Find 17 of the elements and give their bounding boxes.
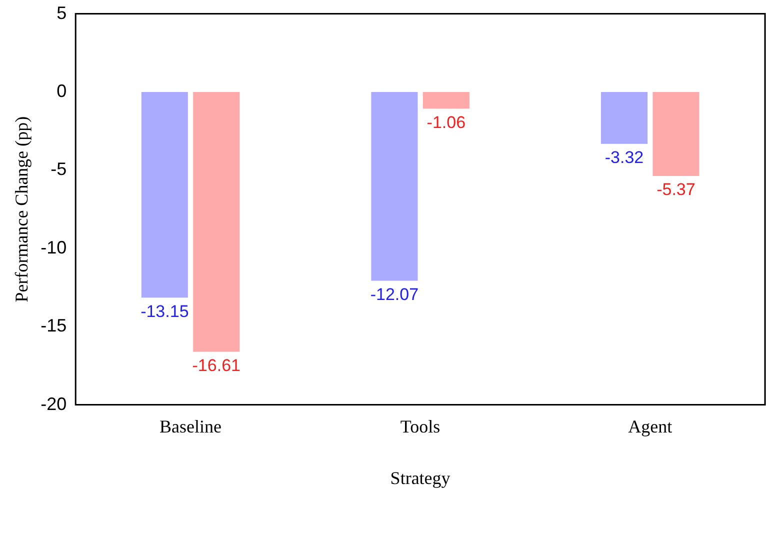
y-tick-label: -15 <box>40 316 67 336</box>
y-tick-label: 0 <box>56 80 67 101</box>
y-tick-label: -10 <box>40 237 67 258</box>
y-tick-label: -5 <box>50 159 67 180</box>
y-tick-label: -20 <box>40 394 67 414</box>
y-axis-title: Performance Change (pp) <box>12 116 32 302</box>
x-tick-label: Tools <box>400 416 440 436</box>
y-tick-label: 5 <box>56 2 67 23</box>
x-axis-title: Strategy <box>390 468 450 488</box>
data-label: -12.07 <box>370 284 419 304</box>
data-label: -1.06 <box>426 112 466 132</box>
x-tick-label: Baseline <box>160 416 222 436</box>
data-label: -3.32 <box>604 148 644 168</box>
data-label: -13.15 <box>140 302 189 321</box>
x-tick-label: Agent <box>628 416 672 436</box>
data-label: -16.61 <box>192 356 240 375</box>
data-label: -5.37 <box>656 180 696 200</box>
